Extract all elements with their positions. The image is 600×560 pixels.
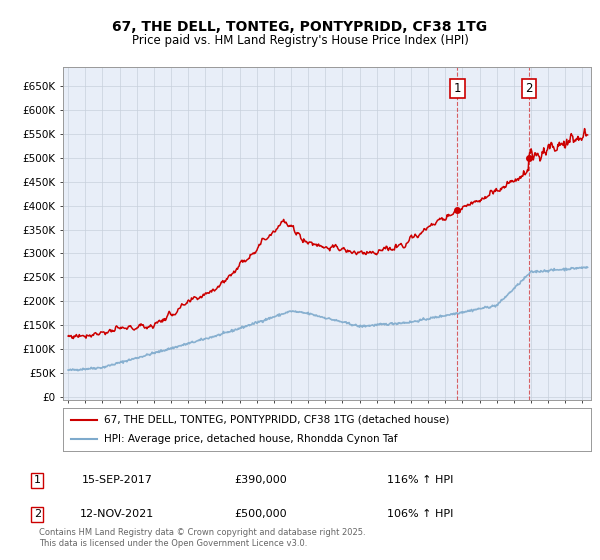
Text: HPI: Average price, detached house, Rhondda Cynon Taf: HPI: Average price, detached house, Rhon… — [104, 435, 398, 444]
Text: 67, THE DELL, TONTEG, PONTYPRIDD, CF38 1TG: 67, THE DELL, TONTEG, PONTYPRIDD, CF38 1… — [112, 20, 488, 34]
Text: 67, THE DELL, TONTEG, PONTYPRIDD, CF38 1TG (detached house): 67, THE DELL, TONTEG, PONTYPRIDD, CF38 1… — [104, 415, 449, 424]
Text: £390,000: £390,000 — [235, 475, 287, 486]
Text: Contains HM Land Registry data © Crown copyright and database right 2025.
This d: Contains HM Land Registry data © Crown c… — [39, 528, 365, 548]
Text: 106% ↑ HPI: 106% ↑ HPI — [387, 509, 453, 519]
Text: 15-SEP-2017: 15-SEP-2017 — [82, 475, 152, 486]
Text: 12-NOV-2021: 12-NOV-2021 — [80, 509, 154, 519]
Text: 116% ↑ HPI: 116% ↑ HPI — [387, 475, 453, 486]
Text: Price paid vs. HM Land Registry's House Price Index (HPI): Price paid vs. HM Land Registry's House … — [131, 34, 469, 47]
Text: 1: 1 — [34, 475, 41, 486]
Text: 2: 2 — [525, 82, 533, 95]
Text: £500,000: £500,000 — [235, 509, 287, 519]
Text: 1: 1 — [454, 82, 461, 95]
Text: 2: 2 — [34, 509, 41, 519]
